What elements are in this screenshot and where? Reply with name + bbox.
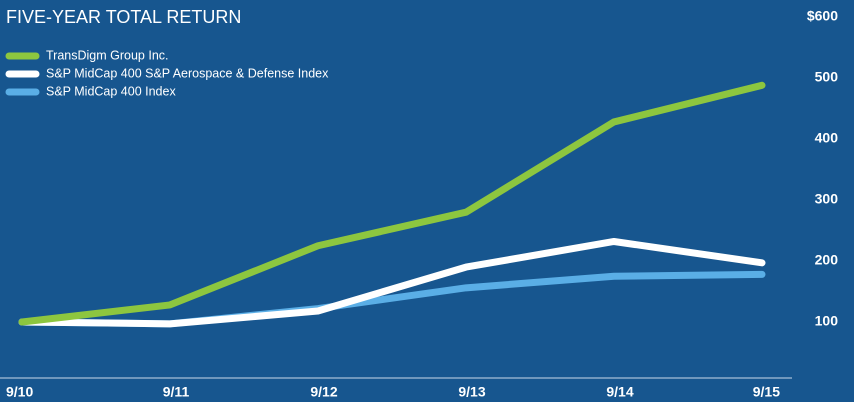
x-tick-label: 9/15 bbox=[753, 384, 780, 400]
y-tick-label: 500 bbox=[815, 69, 839, 85]
y-tick-label: 400 bbox=[815, 130, 839, 146]
x-tick-label: 9/12 bbox=[310, 384, 337, 400]
x-tick-label: 9/10 bbox=[6, 384, 33, 400]
y-tick-label: $600 bbox=[807, 8, 838, 24]
line-series bbox=[18, 81, 766, 326]
x-tick-label: 9/13 bbox=[458, 384, 485, 400]
x-tick-label: 9/11 bbox=[163, 384, 190, 400]
x-tick-label: 9/14 bbox=[606, 384, 633, 400]
y-tick-label: 100 bbox=[815, 313, 839, 329]
legend-label: S&P MidCap 400 Index bbox=[46, 84, 176, 98]
line-series bbox=[18, 237, 766, 328]
legend-label: S&P MidCap 400 S&P Aerospace & Defense I… bbox=[46, 66, 329, 80]
legend-label: TransDigm Group Inc. bbox=[46, 48, 169, 62]
y-tick-label: 300 bbox=[815, 191, 839, 207]
chart-title: FIVE-YEAR TOTAL RETURN bbox=[6, 7, 241, 27]
y-tick-label: 200 bbox=[815, 252, 839, 268]
